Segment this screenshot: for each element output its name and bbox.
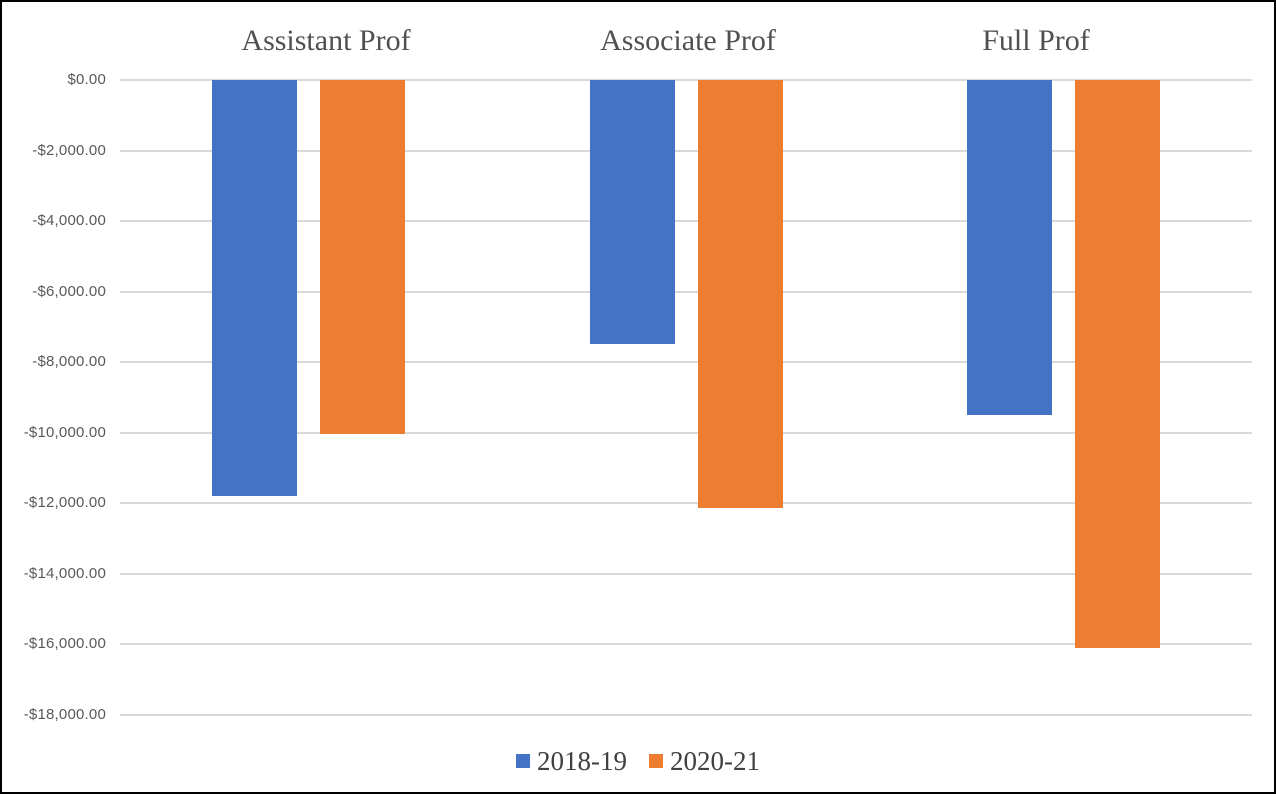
bar-2018-19-associate-prof xyxy=(590,80,675,344)
category-label-assistant-prof: Assistant Prof xyxy=(241,24,411,57)
legend-swatch-2020-21 xyxy=(649,754,663,768)
gridline-8 xyxy=(120,643,1252,645)
y-axis-tick-label: -$10,000.00 xyxy=(23,424,106,441)
y-axis-tick-label: -$4,000.00 xyxy=(32,212,106,229)
y-axis-tick-label: -$2,000.00 xyxy=(32,142,106,159)
legend-item-2020-21: 2020-21 xyxy=(649,746,760,776)
bar-2020-21-assistant-prof xyxy=(320,80,405,434)
gridline-4 xyxy=(120,361,1252,363)
y-axis-tick-label: -$16,000.00 xyxy=(23,635,106,652)
gridline-6 xyxy=(120,502,1252,504)
legend: 2018-19 2020-21 xyxy=(2,746,1274,776)
bar-2018-19-full-prof xyxy=(967,80,1052,415)
gridline-7 xyxy=(120,573,1252,575)
legend-label-2018-19: 2018-19 xyxy=(537,746,627,776)
y-axis-tick-label: -$18,000.00 xyxy=(23,706,106,723)
legend-label-2020-21: 2020-21 xyxy=(670,746,760,776)
legend-item-2018-19: 2018-19 xyxy=(516,746,627,776)
gridline-5 xyxy=(120,432,1252,434)
gridline-0 xyxy=(120,79,1252,81)
bar-2018-19-assistant-prof xyxy=(212,80,297,496)
y-axis-tick-label: -$12,000.00 xyxy=(23,494,106,511)
bar-2020-21-full-prof xyxy=(1075,80,1160,648)
category-label-full-prof: Full Prof xyxy=(982,24,1090,57)
y-axis-tick-label: -$6,000.00 xyxy=(32,283,106,300)
gridline-3 xyxy=(120,291,1252,293)
legend-swatch-2018-19 xyxy=(516,754,530,768)
category-label-associate-prof: Associate Prof xyxy=(600,24,776,57)
y-axis-tick-label: $0.00 xyxy=(67,71,106,88)
y-axis-tick-label: -$14,000.00 xyxy=(23,565,106,582)
y-axis-tick-label: -$8,000.00 xyxy=(32,353,106,370)
gridline-2 xyxy=(120,220,1252,222)
bar-2020-21-associate-prof xyxy=(698,80,783,508)
gridline-9 xyxy=(120,714,1252,716)
gridline-1 xyxy=(120,150,1252,152)
